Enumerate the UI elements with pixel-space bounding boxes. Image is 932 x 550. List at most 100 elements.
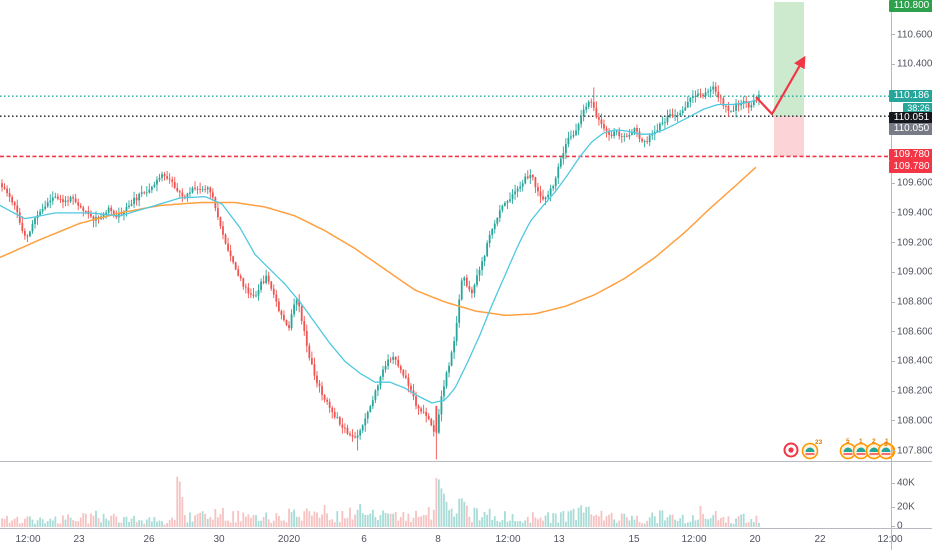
volume-bar bbox=[681, 514, 684, 527]
candle-body bbox=[189, 192, 191, 194]
volume-bar bbox=[338, 522, 341, 527]
price-axis[interactable]: 110.600 110.400 109.600 109.400 109.200 109.0… bbox=[889, 0, 932, 550]
candle-body bbox=[128, 205, 130, 207]
candle-body bbox=[435, 405, 438, 433]
volume-bar bbox=[1, 518, 3, 527]
candle-body bbox=[702, 94, 704, 97]
candle-body bbox=[285, 320, 288, 325]
volume-bar bbox=[308, 511, 311, 527]
candle-body bbox=[194, 187, 196, 189]
idea-chart-glyph bbox=[881, 447, 891, 452]
volume-bar bbox=[664, 520, 666, 527]
candle-body bbox=[425, 411, 428, 416]
volume-bar bbox=[262, 517, 265, 527]
volume-bar bbox=[46, 520, 49, 527]
projection-reward-box[interactable] bbox=[774, 2, 804, 117]
volume-bar bbox=[465, 505, 468, 527]
volume-bar bbox=[707, 519, 710, 527]
volume-bar bbox=[458, 498, 461, 527]
volume-bar bbox=[201, 511, 204, 527]
candle-body bbox=[138, 193, 141, 201]
volume-bar bbox=[377, 520, 379, 527]
candle-body bbox=[420, 408, 422, 412]
candle-body bbox=[534, 177, 537, 188]
volume-bar bbox=[31, 519, 34, 527]
volume-bar bbox=[422, 514, 425, 527]
trade-direction-arrow[interactable] bbox=[755, 55, 806, 116]
candle-body bbox=[608, 130, 610, 135]
candle-body bbox=[244, 286, 247, 288]
projection-risk-box[interactable] bbox=[774, 116, 804, 157]
alert-price-badge: 110.050 bbox=[889, 123, 932, 135]
candle-body bbox=[191, 187, 194, 193]
time-tick-label: 20 bbox=[749, 534, 761, 545]
volume-bar bbox=[646, 520, 649, 527]
volume-bar bbox=[620, 513, 623, 527]
volume-bar bbox=[21, 522, 24, 527]
time-tick-label: 12:00 bbox=[495, 534, 521, 545]
volume-bar bbox=[77, 521, 80, 527]
volume-bar bbox=[13, 518, 16, 527]
candle-body bbox=[69, 197, 72, 202]
candle-body bbox=[498, 210, 501, 218]
idea-marker-cluster[interactable] bbox=[783, 442, 896, 460]
candle-body bbox=[394, 356, 397, 360]
time-tick-label: 12:00 bbox=[877, 534, 903, 545]
candle-body bbox=[625, 135, 628, 137]
volume-bar bbox=[270, 522, 273, 527]
candle-body bbox=[67, 200, 69, 202]
candle-body bbox=[163, 174, 166, 177]
volume-bar bbox=[382, 510, 384, 527]
volume-bar bbox=[267, 519, 270, 527]
candle-body bbox=[26, 235, 29, 237]
volume-bar bbox=[674, 519, 676, 527]
candle-body bbox=[384, 366, 387, 370]
volume-bar bbox=[384, 512, 387, 527]
candle-body bbox=[730, 110, 732, 112]
candle-body bbox=[544, 197, 547, 200]
candle-body bbox=[79, 205, 82, 208]
candle-body bbox=[679, 113, 682, 116]
candle-body bbox=[631, 132, 633, 135]
volume-bar bbox=[450, 508, 453, 527]
volume-bar bbox=[92, 515, 95, 527]
candle-body bbox=[140, 192, 143, 194]
candle-body bbox=[270, 281, 273, 289]
candle-body bbox=[714, 86, 717, 92]
candle-body bbox=[178, 191, 181, 193]
candle-body bbox=[671, 114, 674, 117]
volume-bar bbox=[44, 523, 47, 527]
volume-bar bbox=[595, 514, 598, 527]
volume-bar bbox=[331, 519, 334, 527]
volume-bar bbox=[34, 523, 36, 527]
volume-bar bbox=[511, 514, 514, 527]
volume-bar bbox=[498, 521, 501, 527]
candle-body bbox=[333, 411, 336, 418]
volume-bar bbox=[686, 522, 689, 527]
volume-bar bbox=[392, 513, 395, 527]
volume-bar bbox=[125, 516, 128, 527]
volume-bar bbox=[133, 515, 135, 527]
time-axis[interactable]: 12:00 23 26 30 2020 6 8 12:00 13 15 12:00 20 22 12:00 bbox=[0, 529, 932, 550]
candle-body bbox=[46, 202, 49, 207]
candle-body bbox=[506, 201, 509, 203]
candle-body bbox=[344, 427, 346, 429]
candle-body bbox=[575, 130, 577, 135]
candle-body bbox=[745, 101, 748, 102]
ma-slow-line[interactable] bbox=[0, 166, 757, 317]
volume-bar bbox=[72, 520, 75, 527]
candle-body bbox=[600, 119, 603, 125]
candle-body bbox=[168, 178, 171, 180]
idea-chart-glyph bbox=[805, 447, 815, 452]
price-tick-label: 109.200 bbox=[897, 237, 932, 249]
volume-bar bbox=[735, 518, 737, 527]
volume-bar bbox=[303, 511, 306, 527]
candle-body bbox=[669, 114, 671, 117]
candle-body bbox=[326, 399, 329, 402]
candle-body bbox=[92, 216, 95, 221]
volume-bar bbox=[369, 513, 372, 527]
candle-body bbox=[496, 217, 499, 224]
ma-fast-line[interactable] bbox=[0, 99, 757, 404]
volume-bar bbox=[455, 513, 458, 527]
